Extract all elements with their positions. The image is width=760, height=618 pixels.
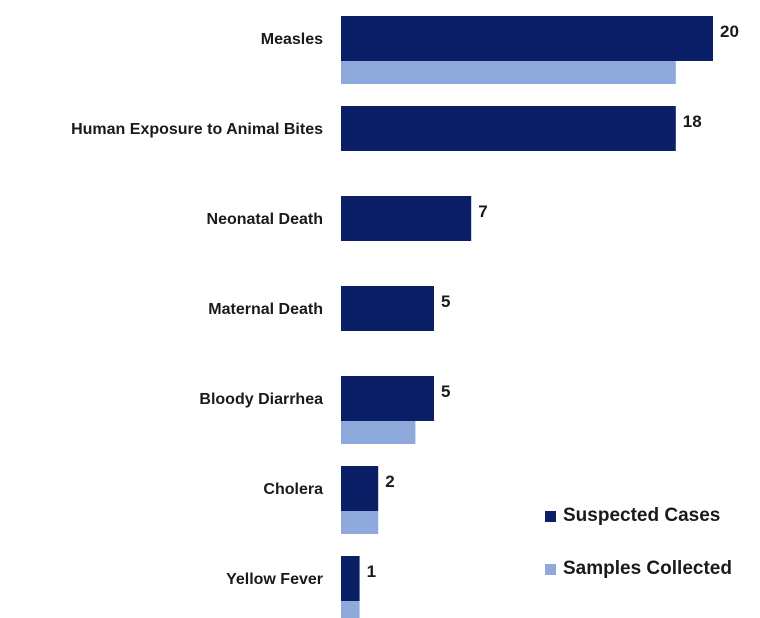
data-label-human-exposure-to-animal-bites: 18 <box>683 112 702 131</box>
legend-item-suspected-cases: Suspected Cases <box>545 503 732 529</box>
category-label-cholera: Cholera <box>263 481 323 498</box>
data-label-measles: 20 <box>720 22 739 41</box>
bar-samples-collected-cholera <box>341 511 379 534</box>
bar-suspected-cases-maternal-death <box>341 286 434 331</box>
category-label-maternal-death: Maternal Death <box>208 301 323 318</box>
data-label-bloody-diarrhea: 5 <box>441 382 450 401</box>
legend-swatch-samples-collected <box>545 563 556 575</box>
legend: Suspected Cases Samples Collected <box>545 503 732 609</box>
category-label-yellow-fever: Yellow Fever <box>226 571 323 588</box>
legend-label-suspected-cases: Suspected Cases <box>563 505 721 526</box>
bar-suspected-cases-cholera <box>341 466 379 511</box>
data-label-yellow-fever: 1 <box>367 562 376 581</box>
bar-suspected-cases-neonatal-death <box>341 196 472 241</box>
legend-item-samples-collected: Samples Collected <box>545 556 732 582</box>
category-label-bloody-diarrhea: Bloody Diarrhea <box>199 391 323 408</box>
category-label-measles: Measles <box>261 31 323 48</box>
bar-suspected-cases-bloody-diarrhea <box>341 376 434 421</box>
data-label-cholera: 2 <box>385 472 394 491</box>
bar-suspected-cases-yellow-fever <box>341 556 360 601</box>
bar-samples-collected-yellow-fever <box>341 601 360 618</box>
category-label-neonatal-death: Neonatal Death <box>207 211 323 228</box>
bar-suspected-cases-measles <box>341 16 713 61</box>
bar-suspected-cases-human-exposure-to-animal-bites <box>341 106 676 151</box>
bar-samples-collected-measles <box>341 61 676 84</box>
legend-swatch-suspected-cases <box>545 510 556 522</box>
data-label-neonatal-death: 7 <box>478 202 487 221</box>
data-label-maternal-death: 5 <box>441 292 450 311</box>
bar-samples-collected-bloody-diarrhea <box>341 421 416 444</box>
legend-label-samples-collected: Samples Collected <box>563 558 732 579</box>
category-label-human-exposure-to-animal-bites: Human Exposure to Animal Bites <box>71 121 323 138</box>
